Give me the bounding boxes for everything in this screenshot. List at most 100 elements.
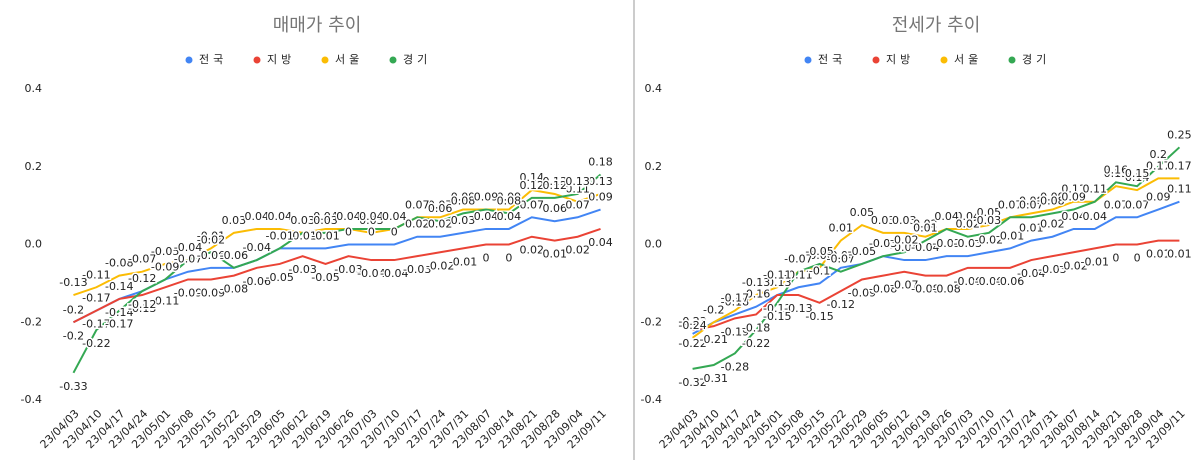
y-tick-label: 0.4 — [645, 82, 663, 95]
data-label: -0.21 — [700, 333, 728, 346]
data-label: 0.03 — [222, 214, 247, 227]
data-label: 0.13 — [565, 175, 590, 188]
data-label: 0.04 — [313, 210, 338, 223]
data-label: -0.09 — [848, 286, 876, 299]
data-label: 0.07 — [1104, 198, 1129, 211]
data-label: -0.09 — [197, 286, 225, 299]
data-label: 0.15 — [1125, 167, 1150, 180]
data-label: 0.09 — [1146, 191, 1171, 204]
data-label: 0.04 — [497, 210, 522, 223]
data-label: 0.07 — [405, 198, 430, 211]
data-label: -0.12 — [128, 272, 156, 285]
data-label: 0.04 — [956, 210, 981, 223]
data-label: 0.03 — [871, 214, 896, 227]
data-label: -0.14 — [105, 280, 133, 293]
chart-title: 전세가 추이 — [892, 15, 981, 36]
data-label: -0.02 — [1059, 259, 1087, 272]
data-label: 0.04 — [336, 210, 361, 223]
data-label: 0.07 — [520, 198, 545, 211]
data-label: -0.07 — [784, 253, 812, 266]
y-tick-label: -0.2 — [21, 315, 42, 328]
data-label: 0.09 — [451, 191, 476, 204]
data-label: 0.04 — [934, 210, 959, 223]
data-label: -0.02 — [426, 259, 454, 272]
y-tick-label: 0.4 — [25, 82, 43, 95]
data-label: 0.07 — [998, 198, 1023, 211]
legend-swatch — [1008, 56, 1016, 64]
data-label: -0.19 — [721, 325, 749, 338]
data-label: -0.2 — [703, 303, 724, 316]
data-label: 0.18 — [588, 156, 613, 169]
data-label: -0.13 — [742, 276, 770, 289]
data-label: 0.07 — [998, 198, 1023, 211]
data-label: 0 — [505, 252, 512, 265]
data-label: 0 — [1112, 252, 1119, 265]
data-label: -0.04 — [243, 241, 271, 254]
data-label: -0.04 — [380, 267, 408, 280]
y-tick-label: -0.4 — [641, 393, 662, 406]
data-label: -0.08 — [869, 283, 897, 296]
data-label: -0.11 — [151, 294, 179, 307]
data-label: -0.04 — [1017, 267, 1045, 280]
data-label: 0.08 — [1040, 194, 1065, 207]
data-label: -0.01 — [1081, 255, 1109, 268]
data-label: 0.04 — [934, 210, 959, 223]
data-label: 0.04 — [474, 210, 499, 223]
data-label: 0.09 — [588, 191, 613, 204]
data-label: -0.06 — [197, 249, 225, 262]
data-label: 0.02 — [956, 218, 981, 231]
data-label: -0.22 — [678, 337, 706, 350]
data-label: -0.11 — [82, 268, 110, 281]
data-label: -0.16 — [742, 288, 770, 301]
y-tick-label: -0.4 — [21, 393, 42, 406]
data-label: -0.2 — [63, 303, 84, 316]
data-label: -0.13 — [784, 302, 812, 315]
data-label: -0.11 — [784, 268, 812, 281]
data-label: 0 — [391, 226, 398, 239]
data-label: 0.01 — [1167, 248, 1192, 261]
data-label: -0.08 — [932, 283, 960, 296]
legend-label: 지방 — [267, 53, 295, 66]
data-label: -0.08 — [911, 283, 939, 296]
data-label: -0.06 — [827, 249, 855, 262]
data-label: 0.05 — [850, 206, 875, 219]
data-label: 0.03 — [977, 214, 1002, 227]
chart-title: 매매가 추이 — [273, 15, 362, 36]
data-label: -0.13 — [763, 302, 791, 315]
data-label: 0.25 — [1167, 128, 1192, 141]
legend-label: 경기 — [403, 53, 431, 66]
data-label: 0.04 — [382, 210, 407, 223]
data-label: 0.07 — [405, 198, 430, 211]
data-label: 0.07 — [428, 198, 453, 211]
data-label: 0.03 — [313, 214, 338, 227]
data-label: -0.03 — [869, 237, 897, 250]
data-label: -0.09 — [151, 260, 179, 273]
data-label: 0.05 — [977, 206, 1002, 219]
data-label: 0.02 — [1040, 218, 1065, 231]
legend-swatch — [804, 56, 812, 64]
data-label: -0.17 — [105, 318, 133, 331]
data-label: 0.01 — [1146, 248, 1171, 261]
data-label: -0.13 — [128, 302, 156, 315]
data-label: 0.04 — [267, 210, 292, 223]
data-label: 0.01 — [913, 222, 938, 235]
data-label: 0.07 — [1019, 198, 1044, 211]
data-label: -0.15 — [805, 310, 833, 323]
data-label: 0.03 — [359, 214, 384, 227]
series-line — [72, 173, 602, 374]
y-tick-label: 0.0 — [645, 238, 663, 251]
data-label: 0.12 — [520, 179, 545, 192]
legend-label: 전국 — [199, 53, 227, 66]
y-tick-label: 0.2 — [645, 160, 663, 173]
y-tick-label: 0.2 — [25, 160, 43, 173]
data-label: -0.05 — [265, 271, 293, 284]
data-label: -0.04 — [890, 241, 918, 254]
data-label: 0.09 — [474, 191, 499, 204]
data-label: 0.02 — [565, 244, 590, 257]
data-label: 0.03 — [451, 214, 476, 227]
data-label: -0.03 — [334, 263, 362, 276]
data-label: 0.08 — [1019, 194, 1044, 207]
data-label: -0.01 — [996, 229, 1024, 242]
data-label: 0.11 — [1061, 183, 1086, 196]
data-label: -0.01 — [197, 229, 225, 242]
